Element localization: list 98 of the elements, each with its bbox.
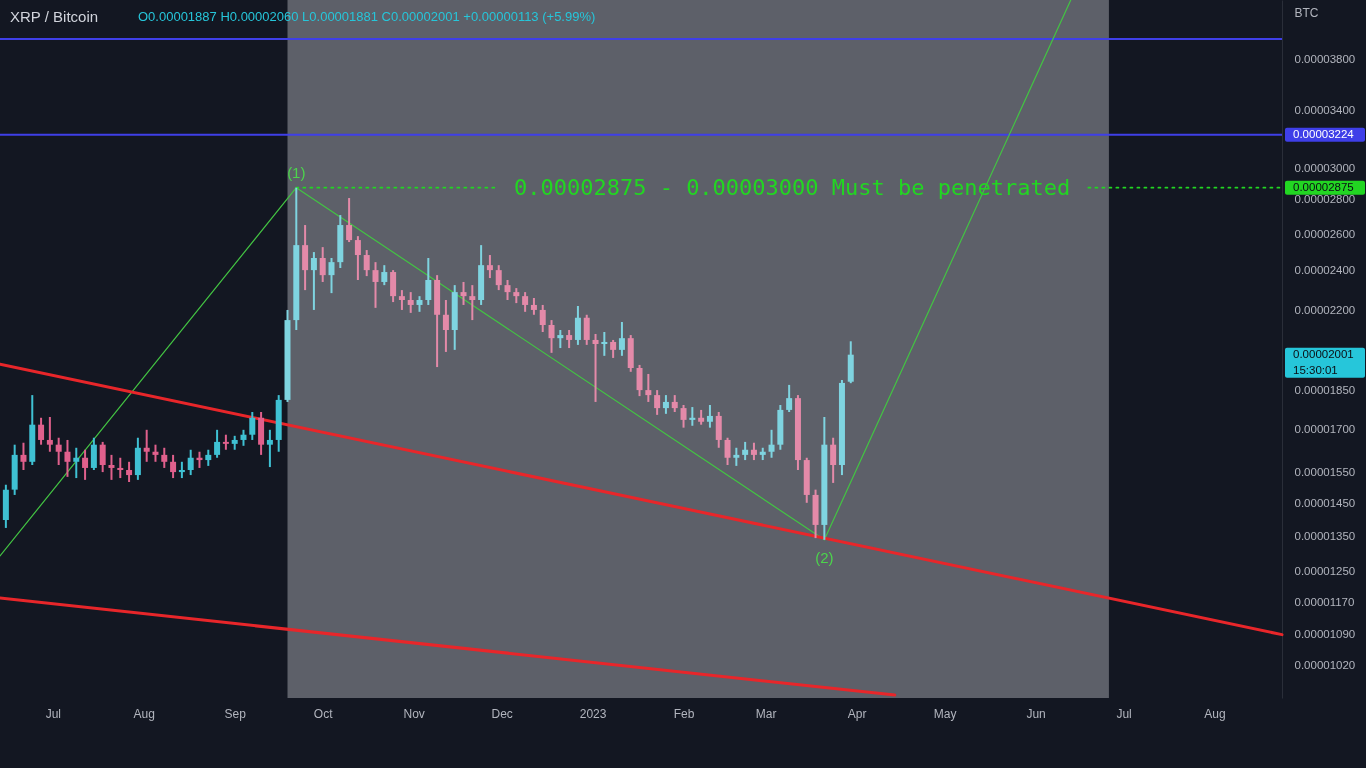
candlestick [706,404,713,429]
candlestick [187,448,194,477]
candlestick [161,446,168,469]
candlestick [592,332,599,403]
candlestick [539,303,546,333]
x-tick-label: Jun [1026,706,1046,721]
candlestick [214,428,221,459]
candlestick [328,257,335,295]
candlestick [460,280,467,306]
y-axis-title: BTC [1294,5,1319,20]
candlestick [363,249,370,278]
y-tick-label: 0.00002400 [1294,264,1356,277]
candlestick [82,448,89,481]
ref-line-label: 0.00003224 [1293,127,1355,140]
x-tick-label: 2023 [579,706,607,721]
candlestick [548,319,555,354]
candlestick [486,254,493,280]
candlestick [786,383,793,413]
candlestick [46,415,53,453]
x-tick-label: Dec [491,706,513,721]
candlestick [442,299,449,353]
candlestick [830,436,837,484]
candlestick [768,428,775,459]
candlestick [557,329,564,350]
candlestick [99,440,106,474]
candlestick [90,436,97,472]
y-tick-label: 0.00002600 [1294,227,1356,240]
text: O0.00001887 H0.00002060 L0.00001881 C0.00002001 +0.00000113 (+5.99%) [138,9,596,24]
candlestick [398,289,405,311]
candlestick [574,304,581,346]
candlestick [407,291,414,314]
candlestick [689,406,696,427]
candlestick [38,416,45,446]
candlestick [381,264,388,287]
candlestick [662,394,669,415]
candlestick [372,261,379,309]
x-tick-label: Aug [1204,706,1226,721]
x-tick-label: Feb [673,706,695,721]
candlestick [654,389,661,416]
candlestick [504,279,511,302]
y-tick-label: 0.00001020 [1294,658,1356,671]
candlestick [522,291,529,313]
candlestick [583,313,590,346]
candlestick [495,264,502,292]
candlestick [645,372,652,403]
candlestick [742,440,749,462]
x-tick-label: Sep [224,706,247,721]
candlestick [20,441,27,472]
candlestick [425,257,432,306]
text: 15:30:01 [1293,363,1338,376]
candlestick [601,330,608,357]
x-tick-label: Apr [847,706,867,721]
candlestick [64,438,71,478]
candlestick [249,411,256,441]
annotation: (1) [287,163,306,181]
candlestick [346,197,353,244]
candlestick [55,436,62,467]
candlestick [126,460,133,483]
candlestick [724,436,731,467]
y-tick-label: 0.00001450 [1294,496,1356,509]
text: XRP / Bitcoin [10,8,99,25]
y-tick-label: 0.00001350 [1294,529,1356,542]
candlestick [469,284,476,322]
x-tick-label: May [933,706,957,721]
candlestick [108,453,115,481]
x-tick-label: Mar [755,706,777,721]
x-tick-label: Jul [45,706,61,721]
candlestick [266,428,273,469]
candlestick [566,329,573,350]
candlestick [310,251,317,311]
candlestick [680,404,687,429]
y-tick-label: 0.00003800 [1294,52,1356,65]
x-tick-label: Nov [403,706,425,721]
text: 0.00002001 [1293,347,1354,360]
x-tick-label: Aug [133,706,155,721]
data-label: 0.00002875 [1293,180,1354,193]
y-tick-label: 0.00001850 [1294,384,1356,397]
y-tick-label: 0.00001170 [1294,595,1355,608]
candlestick [636,363,643,398]
candlestick [170,453,177,480]
y-tick-label: 0.00001090 [1294,628,1356,641]
candlestick [143,428,150,463]
annotation: (2) [815,548,834,566]
y-tick-label: 0.00001700 [1294,423,1356,436]
x-tick-label: Oct [313,706,334,721]
y-tick-label: 0.00003000 [1294,161,1356,174]
x-tick-label: Jul [1116,706,1132,721]
y-tick-label: 0.00001550 [1294,465,1356,478]
candlestick [117,456,124,480]
y-tick-label: 0.00001250 [1294,565,1356,578]
y-tick-label: 0.00002800 [1294,193,1356,206]
candlestick [618,321,625,357]
candlestick [73,446,80,480]
y-tick-label: 0.00002200 [1294,304,1356,317]
candlestick [319,246,326,283]
candlestick [354,235,361,281]
candlestick [733,446,740,467]
y-tick-label: 0.00003400 [1294,103,1356,116]
